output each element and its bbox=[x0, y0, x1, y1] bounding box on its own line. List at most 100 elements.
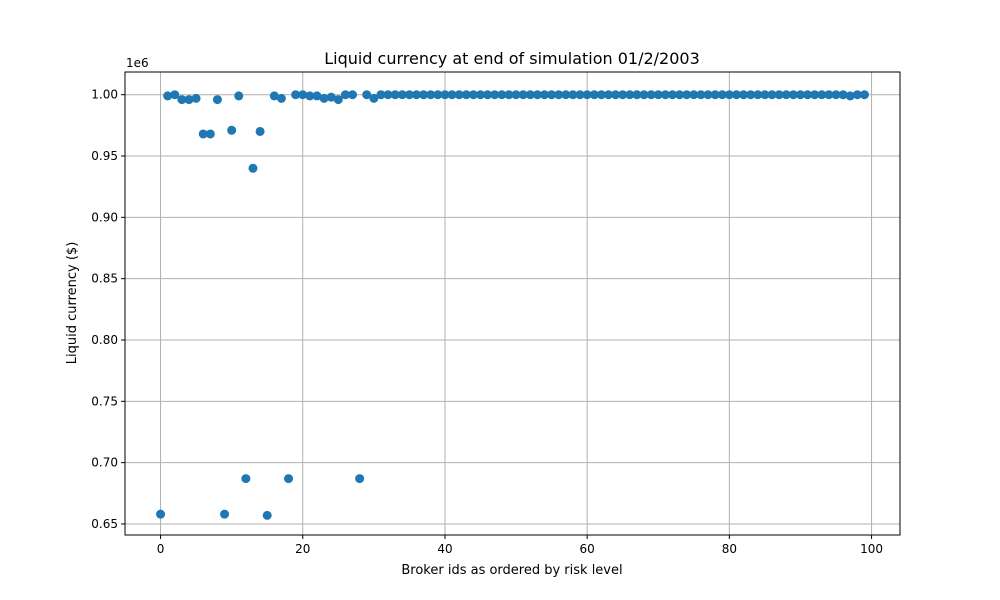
x-tick-label: 20 bbox=[295, 542, 310, 556]
data-point bbox=[568, 90, 578, 100]
data-point bbox=[795, 90, 805, 100]
data-point bbox=[596, 90, 606, 100]
data-point bbox=[205, 129, 215, 139]
data-point bbox=[440, 90, 450, 100]
y-tick-label: 0.90 bbox=[91, 210, 118, 224]
data-point bbox=[696, 90, 706, 100]
data-point bbox=[632, 90, 642, 100]
data-point bbox=[170, 90, 180, 100]
data-point bbox=[326, 92, 336, 102]
y-tick-label: 0.70 bbox=[91, 456, 118, 470]
data-point bbox=[262, 510, 272, 520]
x-axis-ticks: 0 20 40 60 80 100 bbox=[157, 535, 883, 556]
y-axis-offset-label: 1e6 bbox=[126, 56, 149, 70]
data-point bbox=[461, 90, 471, 100]
data-point bbox=[305, 91, 315, 101]
data-point bbox=[348, 90, 358, 100]
data-point bbox=[504, 90, 514, 100]
x-tick-label: 100 bbox=[860, 542, 883, 556]
data-point bbox=[859, 90, 869, 100]
data-point bbox=[511, 90, 521, 100]
y-tick-label: 1.00 bbox=[91, 88, 118, 102]
data-point bbox=[532, 90, 542, 100]
data-point bbox=[355, 474, 365, 484]
y-axis-label: Liquid currency ($) bbox=[65, 242, 80, 365]
data-point bbox=[781, 90, 791, 100]
data-point bbox=[682, 90, 692, 100]
x-tick-label: 60 bbox=[580, 542, 595, 556]
data-point bbox=[703, 90, 713, 100]
data-point bbox=[376, 90, 386, 100]
data-point bbox=[184, 95, 194, 105]
data-point bbox=[383, 90, 393, 100]
y-tick-label: 0.75 bbox=[91, 394, 118, 408]
data-point bbox=[191, 93, 201, 103]
data-point bbox=[433, 90, 443, 100]
data-point bbox=[298, 90, 308, 100]
data-point bbox=[163, 91, 173, 101]
data-point bbox=[468, 90, 478, 100]
data-point bbox=[803, 90, 813, 100]
data-point bbox=[561, 90, 571, 100]
data-point bbox=[845, 91, 855, 101]
data-point bbox=[838, 90, 848, 100]
data-point bbox=[852, 90, 862, 100]
data-point bbox=[831, 90, 841, 100]
data-point bbox=[319, 93, 329, 103]
data-points bbox=[156, 90, 869, 520]
data-point bbox=[312, 91, 322, 101]
data-point bbox=[724, 90, 734, 100]
data-point bbox=[390, 90, 400, 100]
plot-frame bbox=[124, 71, 901, 536]
data-point bbox=[554, 90, 564, 100]
data-point bbox=[774, 90, 784, 100]
data-point bbox=[220, 509, 230, 519]
data-point bbox=[276, 93, 286, 103]
data-point bbox=[589, 90, 599, 100]
y-tick-label: 0.95 bbox=[91, 149, 118, 163]
data-point bbox=[483, 90, 493, 100]
data-point bbox=[760, 90, 770, 100]
x-tick-label: 80 bbox=[722, 542, 737, 556]
data-point bbox=[675, 90, 685, 100]
data-point bbox=[746, 90, 756, 100]
data-point bbox=[618, 90, 628, 100]
data-point bbox=[582, 90, 592, 100]
y-tick-label: 0.80 bbox=[91, 333, 118, 347]
data-point bbox=[333, 95, 343, 105]
data-point bbox=[667, 90, 677, 100]
data-point bbox=[660, 90, 670, 100]
data-point bbox=[767, 90, 777, 100]
data-point bbox=[539, 90, 549, 100]
data-point bbox=[753, 90, 763, 100]
data-point bbox=[689, 90, 699, 100]
data-point bbox=[739, 90, 749, 100]
data-point bbox=[639, 90, 649, 100]
data-point bbox=[603, 90, 613, 100]
data-point bbox=[646, 90, 656, 100]
y-axis-ticks: 0.65 0.70 0.75 0.80 0.85 0.90 0.95 1.00 bbox=[91, 88, 125, 531]
data-point bbox=[710, 90, 720, 100]
data-point bbox=[248, 163, 258, 173]
data-point bbox=[426, 90, 436, 100]
y-tick-label: 0.65 bbox=[91, 517, 118, 531]
data-point bbox=[284, 474, 294, 484]
data-point bbox=[177, 95, 187, 105]
data-point bbox=[518, 90, 528, 100]
data-point bbox=[476, 90, 486, 100]
data-point bbox=[810, 90, 820, 100]
data-point bbox=[234, 91, 244, 101]
data-point bbox=[156, 509, 166, 519]
data-point bbox=[824, 90, 834, 100]
data-point bbox=[404, 90, 414, 100]
data-point bbox=[717, 90, 727, 100]
data-point bbox=[490, 90, 500, 100]
data-point bbox=[817, 90, 827, 100]
data-point bbox=[212, 95, 222, 105]
data-point bbox=[255, 126, 265, 136]
data-point bbox=[525, 90, 535, 100]
x-tick-label: 40 bbox=[437, 542, 452, 556]
data-point bbox=[653, 90, 663, 100]
data-point bbox=[241, 474, 251, 484]
